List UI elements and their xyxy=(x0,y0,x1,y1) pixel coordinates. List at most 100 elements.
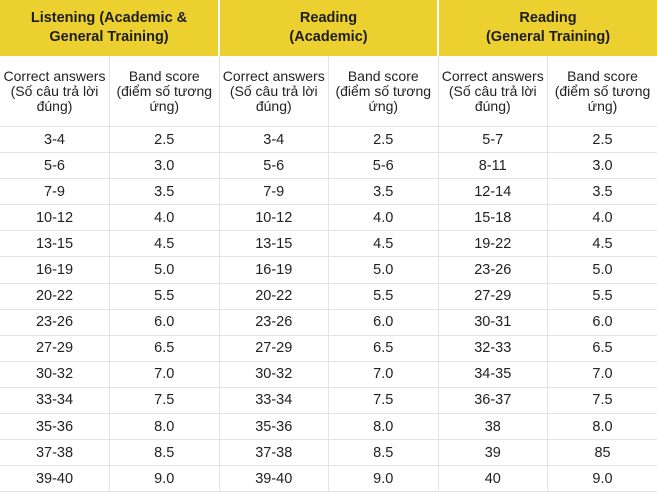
table-row: 16-19 5.0 16-19 5.0 23-26 5.0 xyxy=(0,256,657,284)
listening-band-cell: 9.0 xyxy=(109,465,220,493)
listening-answers-cell: 13-15 xyxy=(0,230,110,258)
listening-band-cell: 3.5 xyxy=(109,178,220,206)
reading-general-answers-cell: 34-35 xyxy=(437,360,549,388)
listening-answers-cell: 3-4 xyxy=(0,125,110,154)
listening-answers-cell: 20-22 xyxy=(0,282,110,310)
reading-academic-band-cell: 6.5 xyxy=(328,334,439,362)
listening-answers-cell: 30-32 xyxy=(0,360,110,388)
reading-general-answers-cell: 19-22 xyxy=(437,230,549,258)
reading-academic-answers-cell: 10-12 xyxy=(218,204,329,232)
listening-answers-cell: 7-9 xyxy=(0,178,110,206)
table-row: 39-40 9.0 39-40 9.0 40 9.0 xyxy=(0,465,657,493)
reading-general-band-cell: 4.5 xyxy=(547,230,657,258)
listening-answers-header: Correct answers (Số câu trả lời đúng) xyxy=(0,56,110,127)
table-row: 3-4 2.5 3-4 2.5 5-7 2.5 xyxy=(0,125,657,154)
reading-academic-band-cell: 5.5 xyxy=(328,282,439,310)
listening-band-cell: 6.0 xyxy=(109,308,220,336)
reading-academic-band-cell: 4.5 xyxy=(328,230,439,258)
table-row: 33-34 7.5 33-34 7.5 36-37 7.5 xyxy=(0,386,657,415)
reading-academic-answers-cell: 20-22 xyxy=(218,282,329,310)
reading-general-band-cell: 3.0 xyxy=(547,152,657,180)
reading-academic-answers-cell: 5-6 xyxy=(218,152,329,180)
reading-academic-band-cell: 8.5 xyxy=(328,439,439,467)
listening-answers-cell: 23-26 xyxy=(0,308,110,336)
reading-general-band-cell: 5.5 xyxy=(547,282,657,310)
reading-general-answers-cell: 12-14 xyxy=(437,178,549,206)
reading-academic-band-cell: 2.5 xyxy=(328,125,439,154)
listening-band-cell: 8.5 xyxy=(109,439,220,467)
reading-academic-answers-header: Correct answers (Số câu trả lời đúng) xyxy=(218,56,329,127)
group-header-row: Listening (Academic & General Training) R… xyxy=(0,0,657,56)
reading-academic-answers-cell: 13-15 xyxy=(218,230,329,258)
reading-general-answers-cell: 40 xyxy=(437,465,549,493)
reading-general-band-header: Band score (điểm số tương ứng) xyxy=(547,56,657,127)
reading-academic-answers-cell: 30-32 xyxy=(218,360,329,388)
reading-academic-band-cell: 6.0 xyxy=(328,308,439,336)
reading-general-band-cell: 2.5 xyxy=(547,125,657,154)
listening-band-cell: 7.5 xyxy=(109,386,220,415)
reading-general-band-cell: 4.0 xyxy=(547,204,657,232)
listening-band-cell: 7.0 xyxy=(109,360,220,388)
reading-academic-answers-cell: 37-38 xyxy=(218,439,329,467)
listening-band-cell: 2.5 xyxy=(109,125,220,154)
reading-academic-answers-cell: 35-36 xyxy=(218,413,329,441)
reading-general-answers-cell: 23-26 xyxy=(437,256,549,284)
reading-general-band-cell: 9.0 xyxy=(547,465,657,493)
reading-academic-band-cell: 9.0 xyxy=(328,465,439,493)
listening-answers-cell: 27-29 xyxy=(0,334,110,362)
reading-general-answers-cell: 38 xyxy=(437,413,549,441)
listening-band-cell: 5.0 xyxy=(109,256,220,284)
reading-academic-band-cell: 8.0 xyxy=(328,413,439,441)
reading-general-band-cell: 7.5 xyxy=(547,386,657,415)
reading-general-answers-cell: 27-29 xyxy=(437,282,549,310)
reading-general-answers-cell: 30-31 xyxy=(437,308,549,336)
reading-general-answers-cell: 32-33 xyxy=(437,334,549,362)
listening-answers-cell: 37-38 xyxy=(0,439,110,467)
reading-general-band-cell: 8.0 xyxy=(547,413,657,441)
listening-band-cell: 6.5 xyxy=(109,334,220,362)
reading-general-band-cell: 3.5 xyxy=(547,178,657,206)
reading-academic-band-cell: 5-6 xyxy=(328,152,439,180)
reading-academic-answers-cell: 23-26 xyxy=(218,308,329,336)
reading-academic-band-cell: 7.0 xyxy=(328,360,439,388)
reading-general-answers-cell: 39 xyxy=(437,439,549,467)
reading-general-band-cell: 6.0 xyxy=(547,308,657,336)
table-row: 7-9 3.5 7-9 3.5 12-14 3.5 xyxy=(0,178,657,206)
listening-answers-cell: 10-12 xyxy=(0,204,110,232)
reading-general-answers-header: Correct answers (Số câu trả lời đúng) xyxy=(437,56,549,127)
reading-academic-answers-cell: 27-29 xyxy=(218,334,329,362)
group-header-reading-academic: Reading (Academic) xyxy=(219,0,440,56)
group-header-listening: Listening (Academic & General Training) xyxy=(0,0,220,56)
table-row: 23-26 6.0 23-26 6.0 30-31 6.0 xyxy=(0,308,657,336)
table-row: 35-36 8.0 35-36 8.0 38 8.0 xyxy=(0,413,657,441)
listening-band-cell: 4.0 xyxy=(109,204,220,232)
table-row: 5-6 3.0 5-6 5-6 8-11 3.0 xyxy=(0,152,657,180)
reading-academic-answers-cell: 33-34 xyxy=(218,386,329,415)
reading-academic-band-cell: 5.0 xyxy=(328,256,439,284)
table-row: 30-32 7.0 30-32 7.0 34-35 7.0 xyxy=(0,360,657,388)
reading-academic-band-cell: 7.5 xyxy=(328,386,439,415)
listening-answers-cell: 39-40 xyxy=(0,465,110,493)
listening-answers-cell: 5-6 xyxy=(0,152,110,180)
reading-general-band-cell: 85 xyxy=(547,439,657,467)
listening-band-cell: 5.5 xyxy=(109,282,220,310)
listening-band-cell: 4.5 xyxy=(109,230,220,258)
reading-academic-band-cell: 3.5 xyxy=(328,178,439,206)
table-body: 3-4 2.5 3-4 2.5 5-7 2.5 5-6 3.0 5-6 5-6 8-11 3.0 7… xyxy=(0,125,657,493)
table-row: 10-12 4.0 10-12 4.0 15-18 4.0 xyxy=(0,204,657,232)
listening-answers-cell: 16-19 xyxy=(0,256,110,284)
table-row: 27-29 6.5 27-29 6.5 32-33 6.5 xyxy=(0,334,657,362)
reading-general-answers-cell: 8-11 xyxy=(437,152,549,180)
listening-band-header: Band score (điểm số tương ứng) xyxy=(109,56,220,127)
reading-general-answers-cell: 36-37 xyxy=(437,386,549,415)
reading-general-band-cell: 5.0 xyxy=(547,256,657,284)
table-row: 13-15 4.5 13-15 4.5 19-22 4.5 xyxy=(0,230,657,258)
reading-academic-answers-cell: 39-40 xyxy=(218,465,329,493)
listening-band-cell: 3.0 xyxy=(109,152,220,180)
reading-academic-answers-cell: 7-9 xyxy=(218,178,329,206)
table-row: 37-38 8.5 37-38 8.5 39 85 xyxy=(0,439,657,467)
reading-general-band-cell: 6.5 xyxy=(547,334,657,362)
sub-header-row: Correct answers (Số câu trả lời đúng) Ba… xyxy=(0,56,657,127)
reading-general-band-cell: 7.0 xyxy=(547,360,657,388)
